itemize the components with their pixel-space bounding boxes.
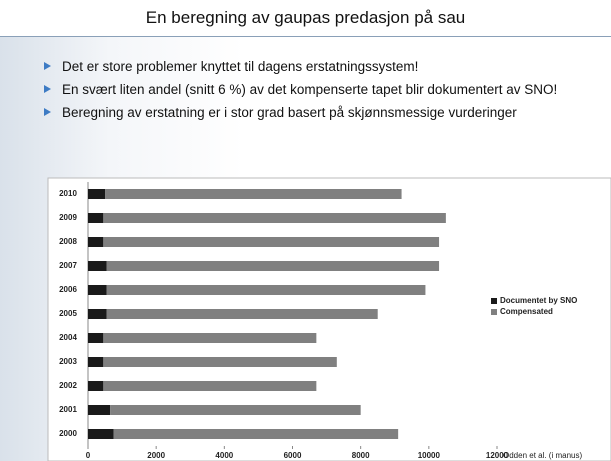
slide-title: En beregning av gaupas predasjon på sau xyxy=(0,0,611,37)
bar-segment xyxy=(88,261,107,271)
bar-segment xyxy=(103,381,317,391)
bar-segment xyxy=(88,213,104,223)
x-tick-label: 10000 xyxy=(418,451,441,460)
bar-segment xyxy=(106,309,378,319)
bar-segment xyxy=(88,357,104,367)
legend-swatch xyxy=(491,298,497,304)
y-tick-label: 2004 xyxy=(59,333,77,342)
y-tick-label: 2010 xyxy=(59,189,77,198)
bar-segment xyxy=(88,309,107,319)
bullet-list: Det er store problemer knyttet til dagen… xyxy=(44,58,604,127)
bar-segment xyxy=(88,381,104,391)
legend-label: Documentet by SNO xyxy=(500,296,577,305)
y-tick-label: 2007 xyxy=(59,261,77,270)
bar-segment xyxy=(103,357,337,367)
bar-segment xyxy=(110,405,361,415)
bar-segment xyxy=(88,237,104,247)
bullet: Det er store problemer knyttet til dagen… xyxy=(44,58,604,75)
x-tick-label: 2000 xyxy=(147,451,165,460)
bar-segment xyxy=(103,213,446,223)
x-tick-label: 8000 xyxy=(352,451,370,460)
bullet: En svært liten andel (snitt 6 %) av det … xyxy=(44,81,604,98)
bar-segment xyxy=(106,261,440,271)
legend-swatch xyxy=(491,309,497,315)
bar-segment xyxy=(88,405,111,415)
bar-segment xyxy=(103,333,317,343)
x-tick-label: 4000 xyxy=(215,451,233,460)
legend-label: Compensated xyxy=(500,307,553,316)
bar-segment xyxy=(88,333,104,343)
annotation: Odden et al. (i manus) xyxy=(503,451,582,460)
x-tick-label: 12000 xyxy=(486,451,509,460)
x-tick-label: 0 xyxy=(86,451,91,460)
x-tick-label: 6000 xyxy=(284,451,302,460)
y-tick-label: 2000 xyxy=(59,429,77,438)
y-tick-label: 2008 xyxy=(59,237,77,246)
y-tick-label: 2003 xyxy=(59,357,77,366)
y-tick-label: 2005 xyxy=(59,309,77,318)
bullet: Beregning av erstatning er i stor grad b… xyxy=(44,104,604,121)
bar-segment xyxy=(88,429,114,439)
y-tick-label: 2009 xyxy=(59,213,77,222)
bar-segment xyxy=(88,285,107,295)
y-tick-label: 2001 xyxy=(59,405,77,414)
bar-segment xyxy=(106,285,426,295)
y-tick-label: 2002 xyxy=(59,381,77,390)
y-tick-label: 2006 xyxy=(59,285,77,294)
bar-segment xyxy=(105,189,402,199)
bar-segment xyxy=(103,237,440,247)
bar-segment xyxy=(113,429,399,439)
bar-segment xyxy=(88,189,106,199)
